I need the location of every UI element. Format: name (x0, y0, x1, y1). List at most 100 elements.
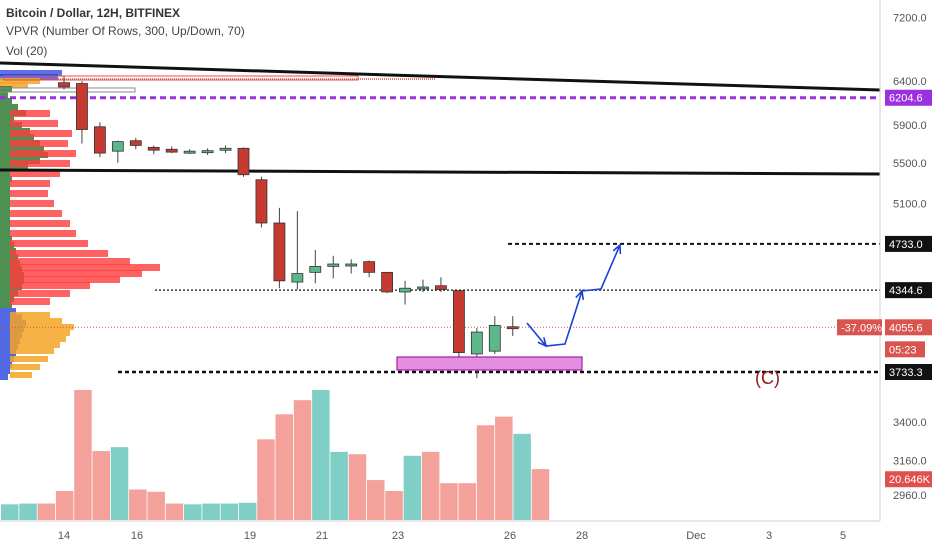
level-label-3733.3-bg (885, 364, 932, 380)
countdown-label: 05:23 (889, 344, 917, 356)
volume-bar (275, 414, 293, 520)
vpvr-row-down (10, 170, 60, 177)
vpvr-row (0, 170, 10, 176)
time-tick-label: 14 (58, 530, 70, 542)
vpvr-row (0, 200, 10, 206)
vpvr-row (0, 176, 12, 182)
volume-profile (0, 70, 160, 380)
level-label-4344.6-bg (885, 282, 932, 299)
vpvr-row (0, 116, 14, 122)
volume-bar (312, 390, 330, 520)
vpvr-row-down (10, 110, 50, 117)
volume-bar (513, 433, 531, 520)
candle-body (165, 148, 178, 153)
candle-body (488, 324, 501, 352)
volume-bars (1, 390, 550, 520)
volume-indicator-label[interactable]: Vol (20) (6, 44, 48, 58)
volume-bar (440, 483, 458, 520)
vpvr-row-down (10, 150, 76, 157)
vpvr-row (0, 350, 16, 356)
price-tick-label: 3400.0 (893, 417, 927, 429)
vpvr-row-down (10, 276, 120, 283)
time-tick-label: 26 (504, 530, 516, 542)
volume-bar (37, 503, 56, 520)
candle-body (345, 263, 358, 267)
vpvr-row-down (10, 290, 70, 297)
candle-body (219, 147, 232, 151)
vpvr-row-down (10, 240, 88, 247)
price-tick-label: 5500.0 (893, 158, 927, 170)
price-tick-label: 3160.0 (893, 456, 927, 468)
price-tick-label: 7200.0 (893, 12, 927, 24)
volume-bar (293, 400, 312, 520)
volume-bar (92, 451, 110, 520)
vpvr-row (0, 248, 16, 254)
vpvr-row (0, 78, 40, 84)
vpvr-row-down (10, 298, 50, 305)
vpvr-row-down (10, 220, 70, 227)
vpvr-poc-box (3, 75, 359, 81)
volume-bar (184, 504, 202, 520)
time-tick-label: 16 (131, 530, 143, 542)
vpvr-row (0, 104, 18, 110)
vpvr-row (0, 146, 44, 152)
vpvr-row (0, 182, 10, 188)
resistance-trendline (0, 61, 881, 92)
vpvr-indicator-label[interactable]: VPVR (Number Of Rows, 300, Up/Down, 70) (6, 24, 245, 38)
vpvr-row (0, 374, 8, 380)
volume-bar (74, 390, 92, 520)
vpvr-row (0, 92, 8, 98)
vpvr-row (0, 356, 14, 362)
candle-body (506, 326, 519, 330)
time-tick-label: 21 (316, 530, 328, 542)
candle-body (470, 331, 483, 355)
time-tick-label: 3 (766, 530, 772, 542)
vpvr-row-down (10, 130, 72, 137)
candle-body (435, 285, 447, 290)
candle-body (147, 146, 160, 151)
volume-bar (202, 503, 220, 520)
trend-lines (0, 61, 881, 374)
change-percent-label-bg (837, 319, 882, 336)
vpvr-row-orange (10, 342, 60, 348)
time-tick-label: Dec (686, 530, 706, 542)
volume-bar (330, 451, 348, 520)
support-zone-box (396, 356, 583, 371)
candle-body (201, 150, 214, 154)
countdown-label-bg (885, 341, 925, 358)
volume-bar (367, 480, 385, 520)
volume-last-label-bg (885, 471, 932, 488)
vpvr-row (0, 236, 12, 242)
candle-body (237, 147, 250, 176)
volume-bar (147, 491, 165, 520)
chart-title: Bitcoin / Dollar, 12H, BITFINEX (6, 6, 181, 20)
vpvr-row (0, 224, 10, 230)
vpvr-row (0, 296, 14, 302)
volume-bar (220, 503, 239, 520)
vpvr-row-down (10, 270, 142, 277)
vpvr-row (0, 290, 18, 296)
volume-bar (129, 489, 147, 520)
candle-body (381, 271, 394, 293)
vpvr-row-down (10, 160, 70, 167)
vpvr-row (0, 242, 14, 248)
vpvr-row-down (10, 230, 76, 237)
volume-bar (495, 416, 513, 520)
vpvr-row-orange (10, 312, 50, 318)
candle-body (129, 140, 142, 146)
wave-label-c: (C) (755, 368, 780, 388)
volume-bar (238, 502, 257, 520)
level-label-4733.0: 4733.0 (889, 239, 923, 251)
vpvr-row-orange (10, 364, 40, 370)
vpvr-row (0, 82, 28, 88)
level-label-4733.0-bg (885, 235, 932, 252)
vpvr-row-down (10, 282, 90, 289)
vpvr-row (0, 230, 10, 236)
vpvr-row-down (10, 120, 58, 127)
vpvr-row (0, 188, 10, 194)
annotations: (C) (396, 243, 780, 388)
candle-body (399, 287, 411, 293)
volume-bar (458, 483, 476, 520)
candle-body (111, 141, 124, 152)
